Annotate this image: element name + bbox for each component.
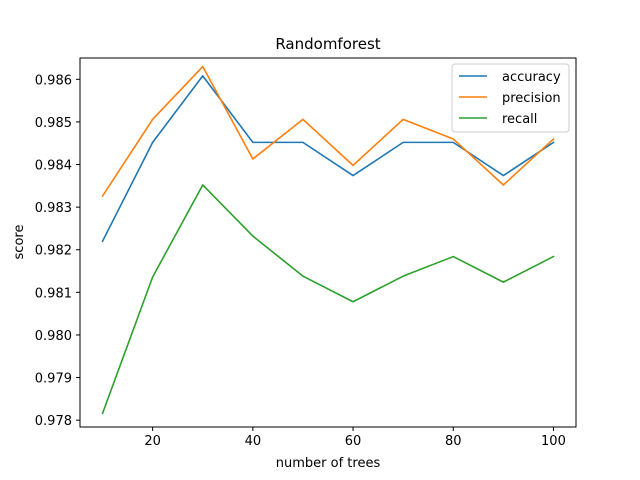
chart-title: Randomforest [275,35,380,53]
y-axis-title: score [12,225,27,260]
y-tick-label: 0.979 [35,372,72,387]
x-axis-ticks: 20 40 60 80 100 [144,427,566,449]
x-tick-label: 20 [144,434,161,449]
x-axis-title: number of trees [276,456,381,471]
x-tick-label: 60 [345,434,362,449]
y-tick-label: 0.981 [35,286,72,301]
series-line-precision [101,65,555,198]
x-tick-label: 40 [245,434,262,449]
y-tick-label: 0.982 [35,244,72,259]
y-tick-label: 0.983 [35,201,72,216]
legend-label-recall: recall [502,112,537,127]
y-tick-label: 0.985 [35,116,72,131]
x-tick-label: 100 [541,434,566,449]
legend-box [451,63,570,133]
y-axis-ticks: 0.978 0.979 0.980 0.981 0.982 0.983 0.984 0.985… [35,73,80,429]
series-line-recall [101,184,555,415]
series-line-accuracy [101,75,555,243]
plot-area [101,65,555,415]
legend-label-precision: precision [502,91,561,106]
plot-frame [79,57,577,428]
legend-label-accuracy: accuracy [502,70,561,85]
x-tick-label: 80 [445,434,462,449]
y-tick-label: 0.980 [35,329,72,344]
y-tick-label: 0.986 [35,73,72,88]
y-tick-label: 0.984 [35,159,72,174]
legend: accuracy precision recall [451,63,570,133]
y-tick-label: 0.978 [35,414,72,429]
